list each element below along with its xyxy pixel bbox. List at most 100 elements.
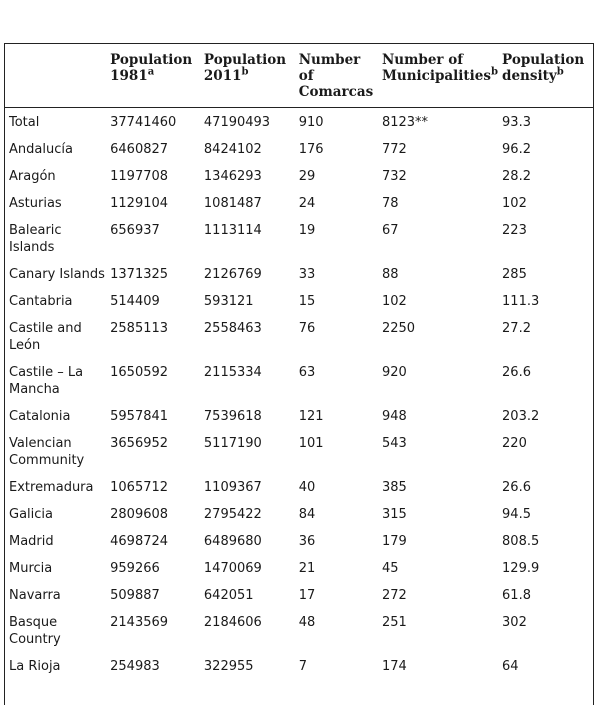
- cell-region: Asturias: [9, 196, 62, 211]
- cell-municipalities: 8123**: [381, 115, 429, 130]
- cell-comarcas: 101: [298, 436, 324, 451]
- cell-population-2011: 593121: [203, 294, 254, 309]
- cell-region: Basque Country: [9, 615, 61, 647]
- cell-density: 223: [502, 223, 527, 238]
- cell-population-1981: 2809608: [110, 507, 169, 522]
- cell-population-2011: 1081487: [203, 196, 262, 211]
- cell-density: 26.6: [502, 480, 531, 495]
- table-body: Total 37741460 47190493 910 8123** 93.3 Andalu…: [4, 108, 594, 681]
- cell-region: Canary Islands: [9, 267, 105, 282]
- cell-population-2011: 1470069: [203, 561, 262, 576]
- cell-population-1981: 1371325: [110, 267, 169, 282]
- cell-comarcas: 17: [298, 588, 316, 603]
- cell-region: Valencian Community: [9, 436, 85, 468]
- cell-municipalities: 772: [381, 142, 407, 157]
- header-row: Population 1981a Population 2011b Number…: [4, 43, 594, 108]
- cell-comarcas: 19: [298, 223, 316, 238]
- spain-regions-table: Population 1981a Population 2011b Number…: [4, 43, 594, 680]
- cell-density: 28.2: [502, 169, 531, 184]
- cell-region: Castile and León: [9, 321, 82, 353]
- cell-region: Cantabria: [9, 294, 73, 309]
- cell-region: Murcia: [9, 561, 53, 576]
- cell-density: 808.5: [502, 534, 540, 549]
- table-right-border: [593, 43, 594, 705]
- table-left-border: [4, 43, 5, 705]
- cell-population-2011: 2126769: [203, 267, 262, 282]
- table-row: Madrid 4698724 6489680 36 179 808.5: [4, 528, 594, 555]
- cell-comarcas: 40: [298, 480, 316, 495]
- table-row: Extremadura 1065712 1109367 40 385 26.6: [4, 474, 594, 501]
- cell-comarcas: 76: [298, 321, 316, 336]
- cell-municipalities: 2250: [381, 321, 416, 336]
- cell-population-1981: 514409: [110, 294, 160, 309]
- cell-population-1981: 656937: [110, 223, 160, 238]
- cell-comarcas: 121: [298, 409, 324, 424]
- cell-population-1981: 5957841: [110, 409, 169, 424]
- cell-density: 93.3: [502, 115, 531, 130]
- header-cell-municipalities: Number of Municipalitiesb: [376, 43, 498, 108]
- header-cell-population-2011: Population 2011b: [198, 43, 294, 108]
- cell-population-2011: 2795422: [203, 507, 262, 522]
- cell-municipalities: 543: [381, 436, 407, 451]
- cell-population-1981: 959266: [110, 561, 160, 576]
- region-table-container: Population 1981a Population 2011b Number…: [4, 43, 594, 680]
- cell-region: Madrid: [9, 534, 54, 549]
- cell-population-2011: 1109367: [203, 480, 262, 495]
- header-cell-comarcas: Number of Comarcas: [293, 43, 377, 108]
- cell-population-2011: 1346293: [203, 169, 262, 184]
- cell-municipalities: 251: [381, 615, 407, 630]
- cell-municipalities: 88: [381, 267, 399, 282]
- cell-region: Extremadura: [9, 480, 94, 495]
- cell-density: 26.6: [502, 365, 531, 380]
- cell-municipalities: 78: [381, 196, 399, 211]
- table-row: Castile and León 2585113 2558463 76 2250 27.2: [4, 315, 594, 359]
- cell-municipalities: 385: [381, 480, 407, 495]
- cell-comarcas: 48: [298, 615, 316, 630]
- cell-comarcas: 910: [298, 115, 324, 130]
- cell-population-1981: 37741460: [110, 115, 177, 130]
- table-row: La Rioja 254983 322955 7 174 64: [4, 653, 594, 680]
- cell-municipalities: 920: [381, 365, 407, 380]
- cell-population-2011: 47190493: [203, 115, 271, 130]
- cell-population-2011: 7539618: [203, 409, 262, 424]
- table-row: Aragón 1197708 1346293 29 732 28.2: [4, 163, 594, 190]
- cell-density: 302: [502, 615, 527, 630]
- cell-population-1981: 4698724: [110, 534, 169, 549]
- cell-region: Aragón: [9, 169, 56, 184]
- cell-density: 220: [502, 436, 527, 451]
- cell-density: 96.2: [502, 142, 531, 157]
- cell-municipalities: 315: [381, 507, 407, 522]
- cell-population-2011: 2184606: [203, 615, 262, 630]
- cell-region: Catalonia: [9, 409, 71, 424]
- table-row: Galicia 2809608 2795422 84 315 94.5: [4, 501, 594, 528]
- cell-municipalities: 67: [381, 223, 399, 238]
- cell-population-2011: 2115334: [203, 365, 262, 380]
- table-row: Andalucía 6460827 8424102 176 772 96.2: [4, 136, 594, 163]
- table-row: Total 37741460 47190493 910 8123** 93.3: [4, 108, 594, 137]
- cell-municipalities: 732: [381, 169, 407, 184]
- cell-density: 102: [502, 196, 527, 211]
- cell-population-1981: 1197708: [110, 169, 169, 184]
- cell-comarcas: 15: [298, 294, 316, 309]
- cell-region: Balearic Islands: [9, 223, 62, 255]
- cell-population-2011: 322955: [203, 659, 254, 674]
- cell-region: Galicia: [9, 507, 53, 522]
- header-cell-region: [4, 43, 106, 108]
- table-row: Asturias 1129104 1081487 24 78 102: [4, 190, 594, 217]
- cell-region: Navarra: [9, 588, 61, 603]
- cell-population-1981: 3656952: [110, 436, 169, 451]
- cell-municipalities: 45: [381, 561, 399, 576]
- cell-comarcas: 29: [298, 169, 316, 184]
- cell-density: 64: [502, 659, 519, 674]
- cell-population-2011: 2558463: [203, 321, 262, 336]
- cell-population-2011: 6489680: [203, 534, 262, 549]
- cell-comarcas: 24: [298, 196, 316, 211]
- cell-region: La Rioja: [9, 659, 61, 674]
- table-row: Basque Country 2143569 2184606 48 251 302: [4, 609, 594, 653]
- cell-density: 111.3: [502, 294, 540, 309]
- cell-comarcas: 36: [298, 534, 316, 549]
- cell-comarcas: 33: [298, 267, 316, 282]
- cell-density: 129.9: [502, 561, 540, 576]
- cell-municipalities: 174: [381, 659, 407, 674]
- cell-population-1981: 1650592: [110, 365, 169, 380]
